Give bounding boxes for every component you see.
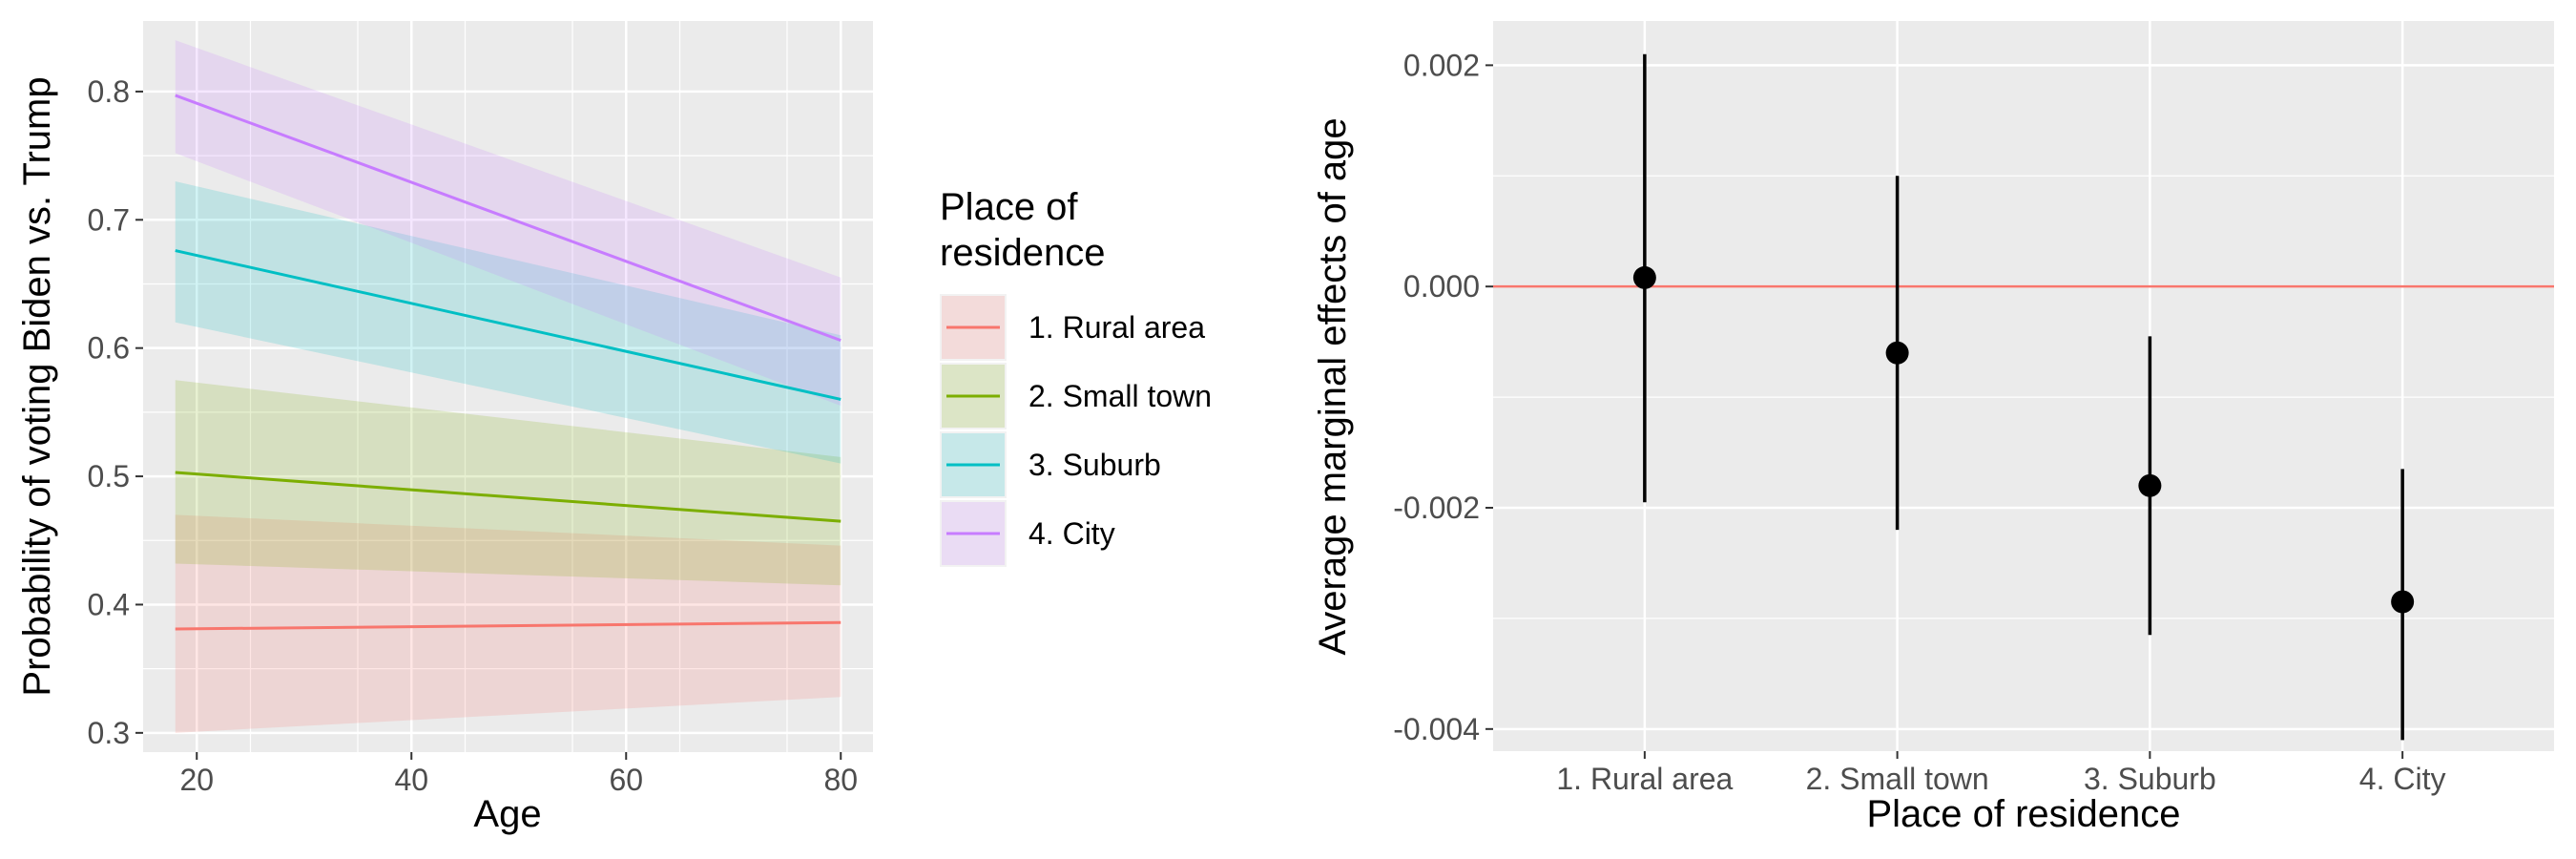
y-tick-label: 0.3: [88, 716, 130, 750]
legend-label: 2. Small town: [1028, 379, 1212, 413]
right-points: [1632, 53, 2415, 741]
line-series-2: [175, 471, 841, 523]
line-series-3: [175, 249, 841, 401]
x-tick-label: 1. Rural area: [1556, 762, 1733, 796]
line-series-4: [175, 94, 841, 343]
legend-label: 4. City: [1028, 516, 1115, 551]
y-tick-label: 0.5: [88, 459, 130, 493]
y-tick-label: 0.7: [88, 202, 130, 237]
left-x-ticks: 20 40 60 80: [179, 752, 858, 797]
y-tick-label: 0.000: [1403, 269, 1480, 304]
line-series-1: [175, 620, 841, 631]
ribbon-series-3: [175, 180, 841, 464]
y-tick-label: 0.002: [1403, 48, 1480, 82]
ribbon-series-1: [175, 514, 841, 733]
x-tick-label: 2. Small town: [1806, 762, 1989, 796]
legend: Place of residence 1. Rural area 2. Small…: [940, 186, 1212, 567]
ribbon-series-2: [175, 380, 841, 586]
right-x-axis-title: Place of residence: [1866, 793, 2180, 835]
y-tick-label: 0.6: [88, 331, 130, 366]
point-3: [2138, 473, 2162, 497]
point-1: [1632, 265, 1656, 289]
left-lines: [175, 94, 841, 631]
legend-items: 1. Rural area 2. Small town 3. Suburb 4. Ci…: [940, 294, 1212, 567]
x-tick-label: 20: [179, 763, 214, 797]
right-y-ticks: 0.002 0.000 -0.002 -0.004: [1393, 48, 1493, 746]
left-y-axis-title: Probability of voting Biden vs. Trump: [16, 76, 58, 696]
legend-label: 3. Suburb: [1028, 448, 1161, 482]
x-tick-label: 40: [394, 763, 428, 797]
x-tick-label: 80: [823, 763, 858, 797]
left-panel: 0.3 0.4 0.5 0.6 0.7 0.8 20 40 60 80 Age Probabil…: [16, 21, 873, 835]
right-y-axis-title: Average marginal effects of age: [1312, 117, 1354, 655]
left-y-ticks: 0.3 0.4 0.5 0.6 0.7 0.8: [88, 74, 143, 750]
point-4: [2391, 590, 2415, 614]
x-tick-label: 60: [609, 763, 643, 797]
right-x-ticks: 1. Rural area 2. Small town 3. Suburb 4. Ci…: [1556, 751, 2445, 796]
point-2: [1885, 341, 1909, 365]
legend-title: Place of residence: [940, 186, 1105, 274]
left-x-axis-title: Age: [473, 793, 541, 835]
y-tick-label: -0.002: [1393, 491, 1480, 525]
legend-label: 1. Rural area: [1028, 310, 1205, 345]
x-tick-label: 3. Suburb: [2084, 762, 2216, 796]
legend-title-line-1: Place of: [940, 186, 1078, 228]
legend-title-line-2: residence: [940, 232, 1105, 274]
ribbon-series-4: [175, 40, 841, 407]
y-tick-label: -0.004: [1393, 712, 1480, 746]
left-gridlines: [143, 21, 873, 752]
left-ribbons: [175, 40, 841, 733]
right-plot-background: [1493, 21, 2554, 751]
x-tick-label: 4. City: [2359, 762, 2446, 796]
left-plot-background: [143, 21, 873, 752]
right-panel: 0.002 0.000 -0.002 -0.004 1. Rural area 2. S…: [1312, 21, 2554, 835]
y-tick-label: 0.4: [88, 587, 130, 621]
y-tick-label: 0.8: [88, 74, 130, 109]
